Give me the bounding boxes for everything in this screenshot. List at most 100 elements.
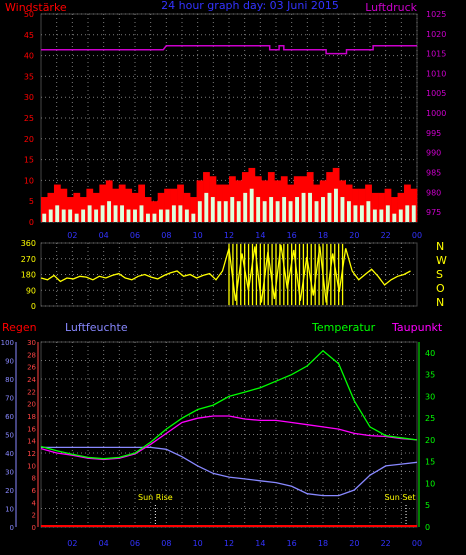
sunset-label: Sun Set bbox=[385, 493, 416, 502]
wind-avg-bar bbox=[197, 201, 202, 222]
temperature-tick-label: 40 bbox=[425, 349, 435, 358]
direction-tick-label: 270 bbox=[21, 255, 36, 264]
temperature-tick-label: 20 bbox=[425, 436, 435, 445]
wind-avg-bar bbox=[204, 192, 209, 222]
temperature-label: Temperatur bbox=[311, 321, 376, 334]
humidity-tick-label: 0 bbox=[10, 524, 14, 532]
wind-tick-label: 5 bbox=[29, 197, 34, 206]
rain-tick-label: 10 bbox=[27, 462, 36, 470]
wind-avg-bar bbox=[165, 209, 170, 222]
wind-avg-bar bbox=[288, 201, 293, 222]
direction-tick-label: 360 bbox=[21, 239, 36, 248]
wind-avg-bar bbox=[269, 197, 274, 222]
dewpoint-label: Taupunkt bbox=[391, 321, 443, 334]
wind-avg-bar bbox=[327, 192, 332, 222]
rain-tick-label: 0 bbox=[32, 524, 36, 532]
wind-gust-bar bbox=[190, 197, 197, 222]
wind-tick-label: 10 bbox=[24, 176, 34, 185]
wind-avg-bar bbox=[61, 209, 66, 222]
temperature-tick-label: 10 bbox=[425, 479, 435, 488]
rain-tick-label: 30 bbox=[27, 339, 36, 347]
rain-tick-label: 20 bbox=[27, 401, 36, 409]
wind-avg-bar bbox=[74, 213, 79, 222]
rain-tick-label: 4 bbox=[32, 499, 37, 507]
x-tick-label: 00 bbox=[412, 539, 422, 548]
wind-avg-bar bbox=[171, 205, 176, 222]
pressure-tick-label: 995 bbox=[426, 129, 441, 138]
wind-avg-bar bbox=[411, 205, 416, 222]
wind-avg-bar bbox=[372, 209, 377, 222]
wind-gust-bar bbox=[144, 197, 152, 222]
x-tick-label: 00 bbox=[412, 231, 422, 240]
compass-label: S bbox=[436, 268, 443, 281]
rain-tick-label: 28 bbox=[27, 351, 36, 359]
x-tick-label: 04 bbox=[99, 231, 109, 240]
rain-tick-label: 8 bbox=[32, 475, 36, 483]
humidity-tick-label: 30 bbox=[5, 469, 14, 477]
x-tick-label: 12 bbox=[224, 231, 234, 240]
wind-avg-bar bbox=[340, 197, 345, 222]
wind-tick-label: 40 bbox=[24, 52, 34, 61]
wind-avg-bar bbox=[379, 209, 384, 222]
rain-tick-label: 6 bbox=[32, 487, 37, 495]
wind-avg-bar bbox=[301, 192, 306, 222]
temperature-tick-label: 25 bbox=[425, 414, 435, 423]
compass-label: N bbox=[436, 296, 444, 309]
wind-tick-label: 20 bbox=[24, 135, 34, 144]
wind-gust-bar bbox=[125, 188, 133, 222]
humidity-label: Luftfeuchte bbox=[65, 321, 128, 334]
chart-title: 24 hour graph day: 03 Juni 2015 bbox=[161, 0, 339, 12]
wind-gust-bar bbox=[164, 188, 171, 222]
pressure-tick-label: 1010 bbox=[426, 69, 446, 78]
wind-gust-bar bbox=[47, 192, 55, 222]
compass-label: N bbox=[436, 240, 444, 253]
wind-gust-bar bbox=[99, 184, 107, 222]
compass-label: O bbox=[436, 282, 445, 295]
wind-gust-bar bbox=[53, 184, 61, 222]
wind-avg-bar bbox=[55, 205, 60, 222]
wind-avg-bar bbox=[126, 209, 131, 222]
wind-avg-bar bbox=[308, 192, 312, 222]
wind-avg-bar bbox=[262, 201, 267, 222]
humidity-tick-label: 10 bbox=[5, 506, 14, 514]
wind-gust-bar bbox=[118, 184, 126, 222]
wind-gust-bar bbox=[391, 197, 398, 222]
direction-tick-label: 180 bbox=[21, 271, 36, 280]
wind-avg-bar bbox=[81, 209, 86, 222]
wind-avg-bar bbox=[275, 201, 280, 222]
wind-avg-bar bbox=[321, 197, 325, 222]
temperature-tick-label: 15 bbox=[425, 458, 435, 467]
wind-avg-bar bbox=[107, 201, 112, 222]
rain-tick-label: 16 bbox=[27, 425, 36, 433]
wind-tick-label: 15 bbox=[24, 156, 34, 165]
pressure-tick-label: 990 bbox=[426, 149, 441, 158]
wind-avg-bar bbox=[346, 201, 351, 222]
wind-avg-bar bbox=[42, 213, 47, 222]
x-tick-label: 22 bbox=[381, 539, 391, 548]
temperature-tick-label: 35 bbox=[425, 371, 435, 380]
wind-avg-bar bbox=[366, 201, 371, 222]
wind-avg-bar bbox=[210, 197, 215, 222]
wind-avg-bar bbox=[223, 201, 228, 222]
x-tick-label: 02 bbox=[67, 539, 77, 548]
wind-tick-label: 45 bbox=[24, 31, 34, 40]
wind-avg-bar bbox=[191, 213, 196, 222]
humidity-tick-label: 90 bbox=[5, 358, 14, 366]
x-tick-label: 20 bbox=[349, 539, 359, 548]
wind-avg-bar bbox=[139, 205, 144, 222]
sunrise-label: Sun Rise bbox=[138, 493, 173, 502]
x-tick-label: 06 bbox=[130, 539, 140, 548]
wind-gust-bar bbox=[73, 192, 81, 222]
wind-avg-bar bbox=[178, 205, 183, 222]
x-tick-label: 18 bbox=[318, 231, 328, 240]
wind-avg-bar bbox=[398, 209, 403, 222]
pressure-line bbox=[41, 44, 417, 55]
x-tick-label: 10 bbox=[193, 539, 203, 548]
wind-avg-bar bbox=[68, 209, 73, 222]
x-tick-label: 14 bbox=[255, 231, 265, 240]
wind-gust-bar bbox=[131, 192, 139, 222]
direction-tick-label: 0 bbox=[31, 302, 36, 311]
pressure-tick-label: 1020 bbox=[426, 30, 446, 39]
temperature-line bbox=[40, 349, 418, 460]
